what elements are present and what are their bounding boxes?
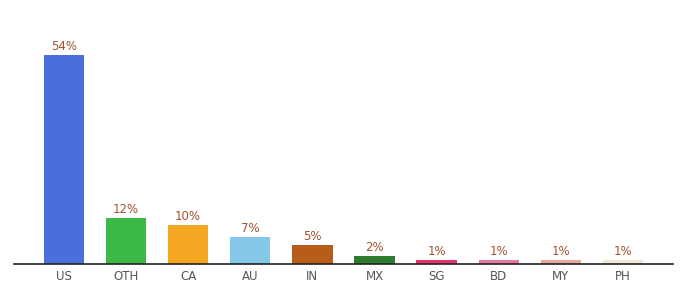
Text: 54%: 54% — [51, 40, 77, 53]
Bar — [479, 260, 519, 264]
Bar — [105, 218, 146, 264]
Text: 7%: 7% — [241, 222, 260, 235]
Bar — [292, 244, 333, 264]
Text: 1%: 1% — [427, 245, 446, 258]
Text: 2%: 2% — [365, 241, 384, 254]
Text: 12%: 12% — [113, 202, 139, 216]
Bar — [44, 55, 84, 264]
Bar — [354, 256, 394, 264]
Text: 5%: 5% — [303, 230, 322, 243]
Bar — [541, 260, 581, 264]
Bar — [168, 225, 208, 264]
Text: 1%: 1% — [490, 245, 508, 258]
Text: 1%: 1% — [551, 245, 571, 258]
Bar — [603, 260, 643, 264]
Text: 10%: 10% — [175, 210, 201, 224]
Text: 1%: 1% — [614, 245, 632, 258]
Bar — [416, 260, 457, 264]
Bar — [230, 237, 271, 264]
